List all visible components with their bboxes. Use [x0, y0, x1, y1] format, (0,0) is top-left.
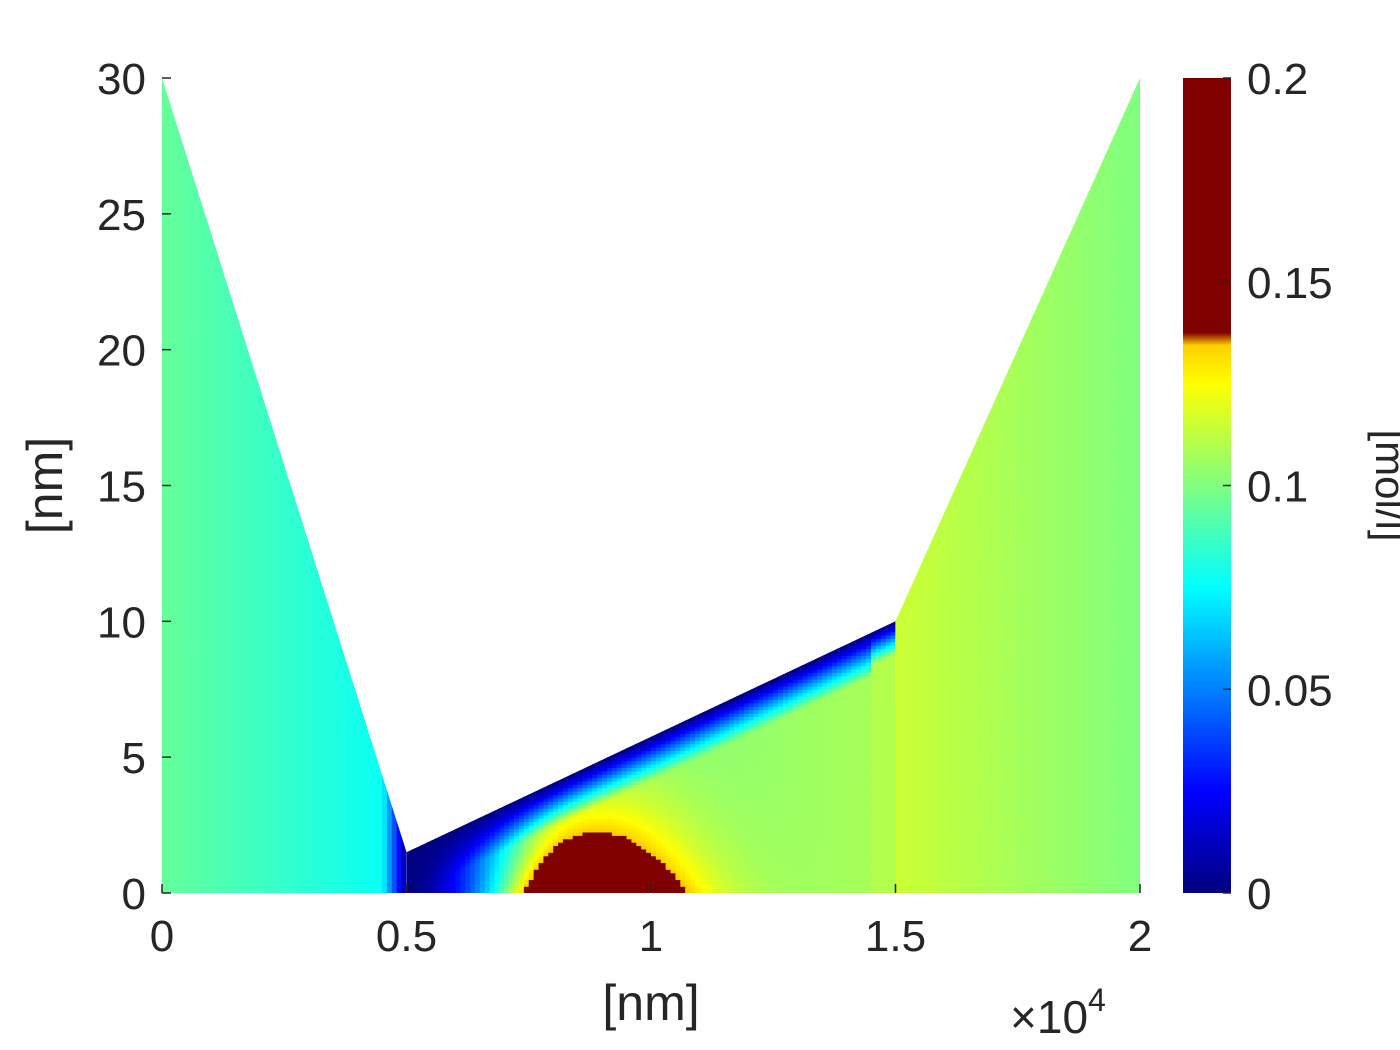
y-tick-label-0: 0 — [122, 870, 146, 919]
colorbar-tick-label-2: 0.1 — [1247, 463, 1308, 512]
x-axis-label: [nm] — [602, 975, 699, 1031]
x-tick-label-0: 0 — [150, 912, 174, 961]
y-tick-label-6: 30 — [97, 55, 146, 104]
x-tick-label-1: 0.5 — [376, 912, 437, 961]
colorbar-tick-label-4: 0.2 — [1247, 55, 1308, 104]
x-tick-label-2: 1 — [639, 912, 663, 961]
y-tick-label-1: 5 — [122, 734, 146, 783]
colorbar: 0 0.05 0.1 0.15 0.2 [mol/l] — [1183, 55, 1400, 919]
colorbar-label: [mol/l] — [1367, 429, 1400, 541]
x-tick-label-3: 1.5 — [865, 912, 926, 961]
y-tick-label-3: 15 — [97, 463, 146, 512]
x-tick-label-4: 2 — [1128, 912, 1152, 961]
colorbar-tick-label-1: 0.05 — [1247, 666, 1333, 715]
y-axis-label: [nm] — [17, 437, 73, 534]
y-tick-label-4: 20 — [97, 327, 146, 376]
axes: 0 5 10 15 20 25 30 0 0.5 1 1.5 2 [nm] [nm] ×104 — [17, 55, 1152, 1043]
y-tick-label-2: 10 — [97, 598, 146, 647]
colorbar-tick-label-3: 0.15 — [1247, 259, 1333, 308]
x-axis-multiplier: ×104 — [1010, 982, 1106, 1043]
y-tick-label-5: 25 — [97, 191, 146, 240]
colorbar-tick-label-0: 0 — [1247, 870, 1271, 919]
plot-area — [162, 78, 1140, 893]
